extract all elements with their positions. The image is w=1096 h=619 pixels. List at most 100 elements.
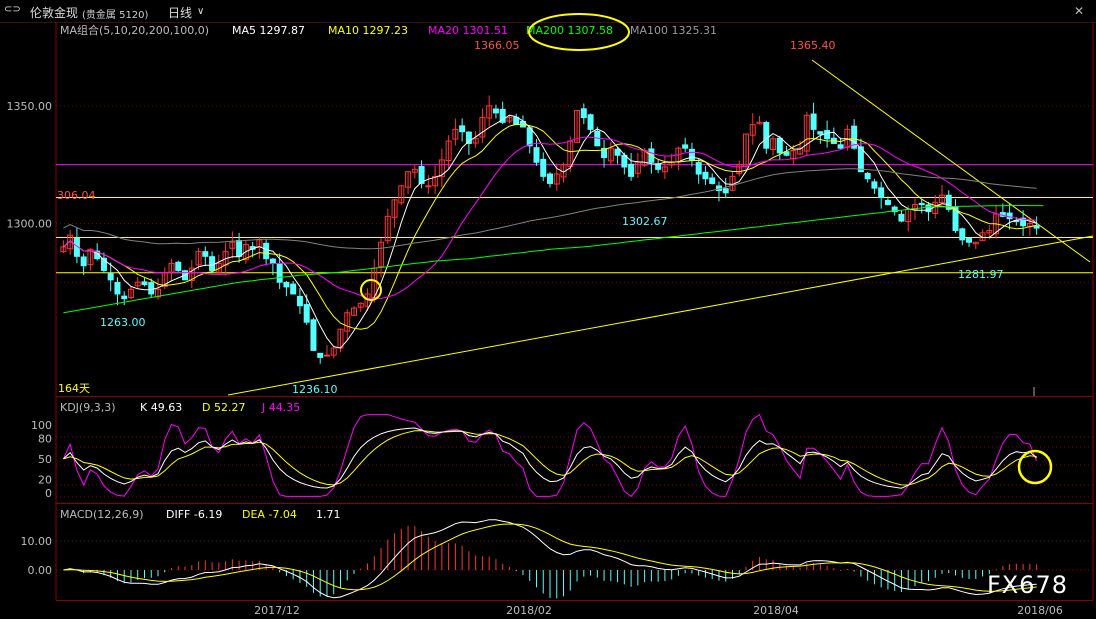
candle-body <box>263 242 270 260</box>
candle-body <box>1006 212 1013 220</box>
candle-body <box>317 352 324 358</box>
candle-body <box>229 241 236 249</box>
candle-body <box>857 146 864 173</box>
candle-body <box>492 108 499 114</box>
candle-body <box>330 347 337 356</box>
kdj-highlight-circle <box>1017 449 1053 485</box>
candle-body <box>296 295 303 307</box>
candle-body <box>148 282 155 295</box>
candle-body <box>60 246 67 253</box>
candle-body <box>195 251 202 266</box>
candle-body <box>587 114 594 130</box>
candle-body <box>351 307 357 316</box>
candle-body <box>188 267 195 281</box>
candle-body <box>100 257 107 271</box>
candle-body <box>67 234 74 250</box>
kdj-tick-label: 0 <box>45 487 52 500</box>
candle-body <box>141 281 148 286</box>
candle-body <box>851 125 858 149</box>
candle-body <box>155 288 161 298</box>
candle-body <box>526 127 533 147</box>
symbol-subtitle: (贵金属 5120) <box>82 10 149 21</box>
high-annotation-2: 1365.40 <box>790 39 836 52</box>
candle-body <box>459 125 466 133</box>
candle-body <box>418 165 425 184</box>
kdj-group-label[interactable]: KDJ(9,3,3) <box>60 401 116 414</box>
low-annotation-2: 1236.10 <box>292 383 338 396</box>
candle-body <box>803 114 810 152</box>
kdj-tick-label: 50 <box>38 453 52 466</box>
macd-dea-line <box>63 523 1037 592</box>
high-annotation-1: 1366.05 <box>474 39 520 52</box>
candle-body <box>824 130 831 140</box>
candle-body <box>688 148 695 161</box>
candle-body <box>215 262 222 273</box>
ma10-label: MA10 1297.23 <box>328 24 408 37</box>
period-selector[interactable]: 日线 <box>168 6 193 20</box>
candle-body <box>432 175 439 187</box>
candle-body <box>438 159 445 178</box>
falling-trendline <box>811 59 1091 263</box>
kdj-tick-label: 20 <box>38 473 52 486</box>
candle-body <box>1020 217 1027 227</box>
candle-body <box>817 131 824 135</box>
candle-body <box>891 206 898 213</box>
macd-value-label: 1.71 <box>316 508 341 521</box>
close-icon[interactable]: ✕ <box>1074 4 1085 18</box>
candle-body <box>384 215 391 242</box>
ma20-line <box>63 136 1037 300</box>
kdj-k-line <box>63 427 1037 489</box>
candle-body <box>242 244 249 261</box>
days-label: 164天 <box>58 382 90 395</box>
x-tick-label: 2018/02 <box>506 604 552 617</box>
candle-body <box>209 256 216 271</box>
candle-body <box>945 194 952 210</box>
candle-body <box>303 304 310 323</box>
ma-group-label[interactable]: MA组合(5,10,20,200,100,0) <box>60 23 209 37</box>
candle-body <box>499 108 506 123</box>
x-tick-label: 2018/06 <box>1017 604 1063 617</box>
macd-tick-label: 10.00 <box>21 535 53 548</box>
y-tick-label: 1350.00 <box>7 100 53 113</box>
chevron-down-icon[interactable]: ∨ <box>197 6 205 17</box>
candle-body <box>547 173 553 184</box>
candle-body <box>628 163 635 177</box>
candle-body <box>310 319 317 351</box>
candle-body <box>601 147 608 159</box>
ma5-label: MA5 1297.87 <box>232 24 305 37</box>
candle-body <box>709 177 716 184</box>
candle-body <box>939 194 945 204</box>
low-annotation-4: 1281.97 <box>958 268 1004 281</box>
ma200-highlight-circle <box>528 13 630 51</box>
kdj-d-line <box>63 430 1037 486</box>
macd-group-label[interactable]: MACD(12,26,9) <box>60 508 144 521</box>
candle-body <box>472 138 479 144</box>
candle-body <box>925 204 932 213</box>
x-tick-label: 2017/12 <box>254 604 300 617</box>
kdj-d-label: D 52.27 <box>202 401 245 414</box>
candle-body <box>911 204 918 211</box>
kdj-tick-label: 80 <box>38 432 52 445</box>
candle-body <box>114 282 121 295</box>
candle-body <box>797 147 804 155</box>
candle-body <box>776 137 783 154</box>
candle-body <box>972 241 979 245</box>
candle-body <box>736 164 743 175</box>
macd-tick-label: 0.00 <box>28 564 53 577</box>
left-level-label: 306.04 <box>57 189 96 202</box>
kdj-tick-label: 100 <box>31 419 52 432</box>
candle-body <box>283 281 290 288</box>
ma100-label: MA100 1325.31 <box>630 24 717 37</box>
ma100-line <box>63 168 1037 250</box>
candle-body <box>979 232 986 242</box>
candle-body <box>871 181 878 189</box>
candle-body <box>405 171 412 188</box>
y-tick-label: 1300.00 <box>7 217 53 230</box>
candle-body <box>614 148 621 156</box>
ma200-line <box>63 205 1044 314</box>
watermark: FX678 <box>986 571 1068 599</box>
candle-body <box>783 151 790 156</box>
low-annotation-3: 1302.67 <box>622 215 668 228</box>
link-icon[interactable]: ⊂⊃ <box>4 4 21 15</box>
